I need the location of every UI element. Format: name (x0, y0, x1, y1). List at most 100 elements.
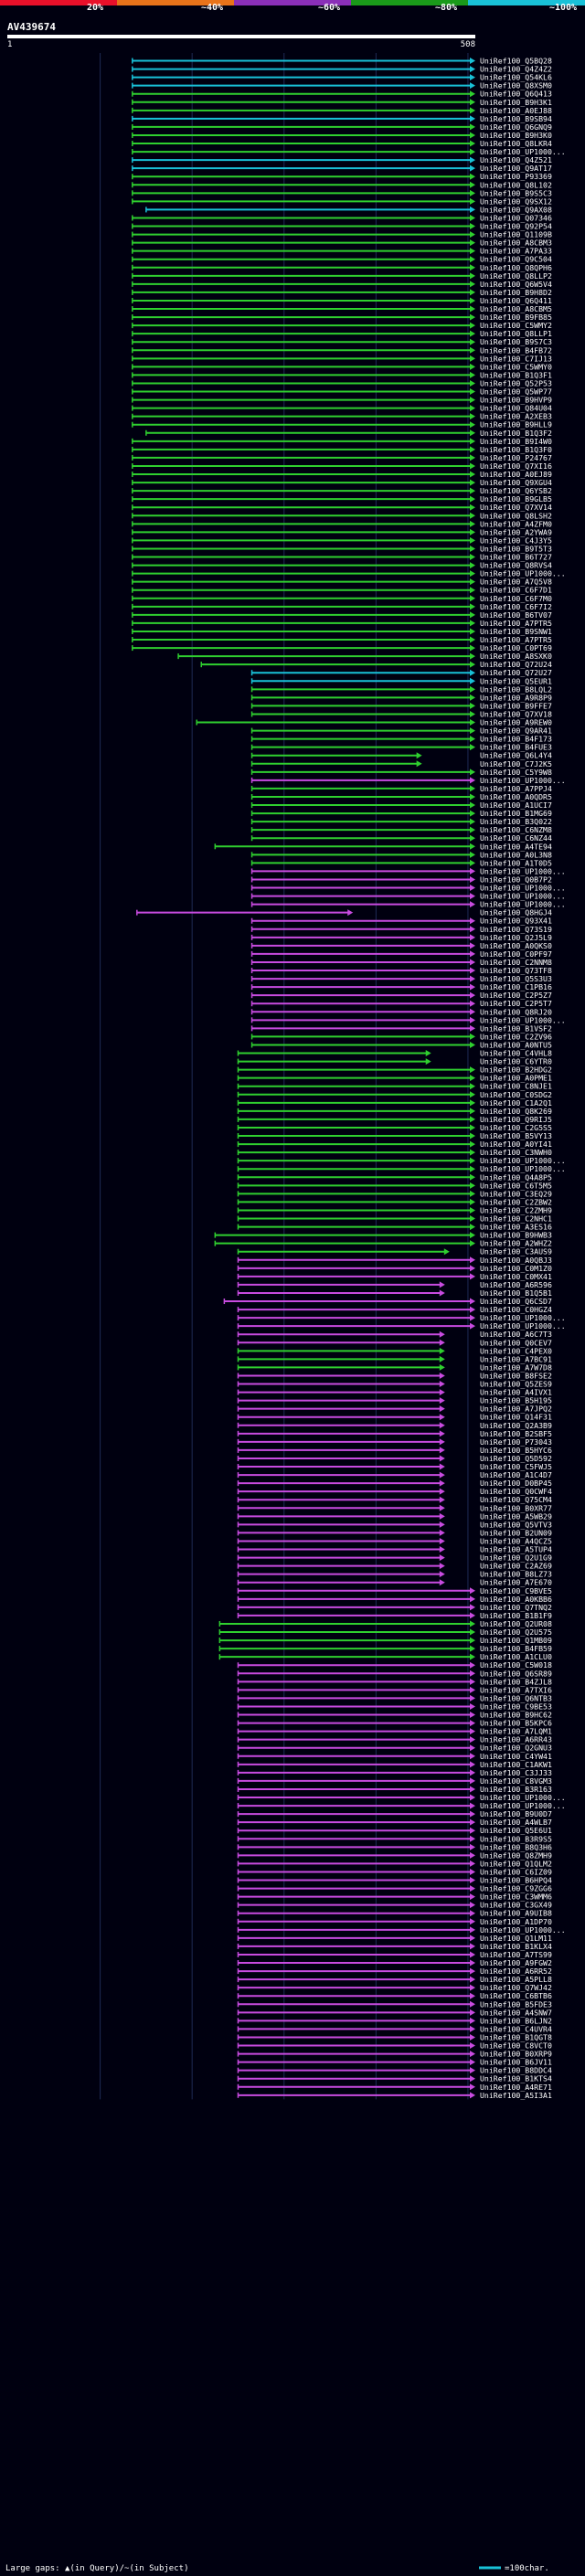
hit-label: UniRef100_Q7TNQ2 (480, 1603, 552, 1612)
hit-arrow (470, 1967, 475, 1975)
hit-arrow (439, 1438, 445, 1446)
hit-label: UniRef100_B9U0D7 (480, 1809, 552, 1818)
hit-arrow (470, 1033, 475, 1040)
hit-label: UniRef100_A0KBB6 (480, 1595, 552, 1604)
hit-label: UniRef100_Q5ZES9 (480, 1380, 552, 1389)
query-id: AV439674 (7, 21, 56, 33)
hit-label: UniRef100_Q8L102 (480, 180, 552, 189)
hit-label: UniRef100_C3WMM6 (480, 1892, 552, 1902)
hit-arrow (470, 1149, 475, 1156)
hit-label: UniRef100_A0NTU5 (480, 1040, 552, 1049)
hit-arrow (470, 123, 475, 131)
hit-label: UniRef100_A2YWA9 (480, 527, 552, 536)
hit-label: UniRef100_B9HVP9 (480, 396, 552, 405)
hit-arrow (470, 1935, 475, 1942)
hit-arrow (470, 1008, 475, 1015)
hit-label: UniRef100_Q7XV18 (480, 709, 552, 718)
hit-label: UniRef100_B4FB59 (480, 1644, 552, 1653)
hit-arrow (470, 206, 475, 213)
hit-label: UniRef100_C6NZ44 (480, 833, 552, 843)
hit-label: UniRef100_A6RR43 (480, 1735, 552, 1744)
hit-label: UniRef100_Q8ZMH9 (480, 1850, 552, 1860)
hit-arrow (470, 2059, 475, 2066)
hit-arrow (470, 685, 475, 693)
hit-label: UniRef100_B2SBF5 (480, 1429, 552, 1438)
hit-arrow (470, 1124, 475, 1131)
hit-label: UniRef100_C5FWJ5 (480, 1462, 552, 1471)
hit-label: UniRef100_B3R163 (480, 1785, 552, 1794)
hit-label: UniRef100_Q9C504 (480, 255, 552, 264)
hit-label: UniRef100_A6C7T3 (480, 1330, 552, 1339)
hit-arrow (470, 181, 475, 188)
hit-label: UniRef100_A7JPQ2 (480, 1405, 552, 1414)
hit-arrow (470, 1868, 475, 1875)
hit-label: UniRef100_C6T5M5 (480, 1181, 552, 1190)
hit-label: UniRef100_Q4A8P5 (480, 1172, 552, 1182)
hit-arrow (470, 289, 475, 296)
hit-arrow (439, 1554, 445, 1562)
hit-arrow (470, 1645, 475, 1652)
hit-label: UniRef100_Q0B7P2 (480, 875, 552, 884)
hit-label: UniRef100_A5PLL8 (480, 1975, 552, 1984)
hit-arrow (470, 264, 475, 271)
hit-label: UniRef100_Q8LSH2 (480, 511, 552, 520)
hit-arrow (470, 991, 475, 999)
hit-arrow (470, 1736, 475, 1744)
hit-label: UniRef100_A0EJ88 (480, 106, 552, 115)
hit-label: UniRef100_B9FFE7 (480, 701, 552, 710)
hit-label: UniRef100_C6BTB6 (480, 1991, 552, 2000)
hit-arrow (470, 1314, 475, 1321)
hit-arrow (439, 1455, 445, 1462)
hit-label: UniRef100_B6T727 (480, 553, 552, 562)
hit-arrow (470, 107, 475, 114)
hit-label: UniRef100_Q8RJ20 (480, 1007, 552, 1016)
hit-arrow (470, 636, 475, 643)
hit-arrow (470, 1769, 475, 1776)
hit-label: UniRef100_Q75CM4 (480, 1495, 552, 1504)
hit-arrow (470, 934, 475, 941)
hit-label: UniRef100_A0PME1 (480, 1074, 552, 1083)
hit-label: UniRef100_Q8LLP1 (480, 329, 552, 338)
footer-gap-legend: Large gaps: ▲(in Query)/~(in Subject) (5, 2564, 188, 2573)
hit-arrow (470, 926, 475, 933)
hit-label: UniRef100_C4YW41 (480, 1752, 552, 1761)
hit-arrow (470, 197, 475, 205)
hit-arrow (470, 2017, 475, 2024)
hit-label: UniRef100_Q9SX12 (480, 196, 552, 206)
hit-arrow (470, 1083, 475, 1090)
hit-arrow (470, 885, 475, 892)
hit-arrow (470, 2092, 475, 2099)
hit-arrow (470, 694, 475, 701)
hit-label: UniRef100_C9BE53 (480, 1701, 552, 1711)
hit-arrow (470, 156, 475, 164)
hit-label: UniRef100_A7PTR5 (480, 635, 552, 644)
hit-label: UniRef100_A1UCI7 (480, 800, 552, 810)
hit-arrow (470, 281, 475, 288)
hit-label: UniRef100_C3EQ29 (480, 1189, 552, 1198)
hit-arrow (470, 1273, 475, 1280)
hit-label: UniRef100_C0M1Z0 (480, 1264, 552, 1273)
hit-label: UniRef100_UP1000... (480, 1313, 566, 1322)
hit-label: UniRef100_A7E670 (480, 1578, 552, 1587)
hit-arrow (470, 528, 475, 535)
hit-arrow (470, 371, 475, 378)
hit-label: UniRef100_Q2U1G9 (480, 1553, 552, 1563)
legend-swatch (234, 0, 351, 5)
hit-arrow (470, 1016, 475, 1023)
hit-label: UniRef100_C0MX41 (480, 1272, 552, 1281)
hit-label: UniRef100_B2HDG2 (480, 1065, 552, 1075)
hit-arrow (470, 1298, 475, 1305)
hit-label: UniRef100_C6F7I2 (480, 602, 552, 611)
hit-arrow (470, 413, 475, 420)
hit-arrow (470, 1041, 475, 1048)
hit-label: UniRef100_A4WLB7 (480, 1818, 552, 1827)
hit-label: UniRef100_B5KPC6 (480, 1719, 552, 1728)
hit-label: UniRef100_P73043 (480, 1437, 552, 1447)
hit-arrow (470, 769, 475, 776)
hit-label: UniRef100_Q52P53 (480, 378, 552, 387)
hit-label: UniRef100_A2WHZ2 (480, 1239, 552, 1248)
hit-label: UniRef100_C6IZ09 (480, 1867, 552, 1876)
hit-arrow (470, 570, 475, 578)
hit-arrow (470, 1587, 475, 1595)
hit-label: UniRef100_Q8HGJ4 (480, 908, 552, 917)
